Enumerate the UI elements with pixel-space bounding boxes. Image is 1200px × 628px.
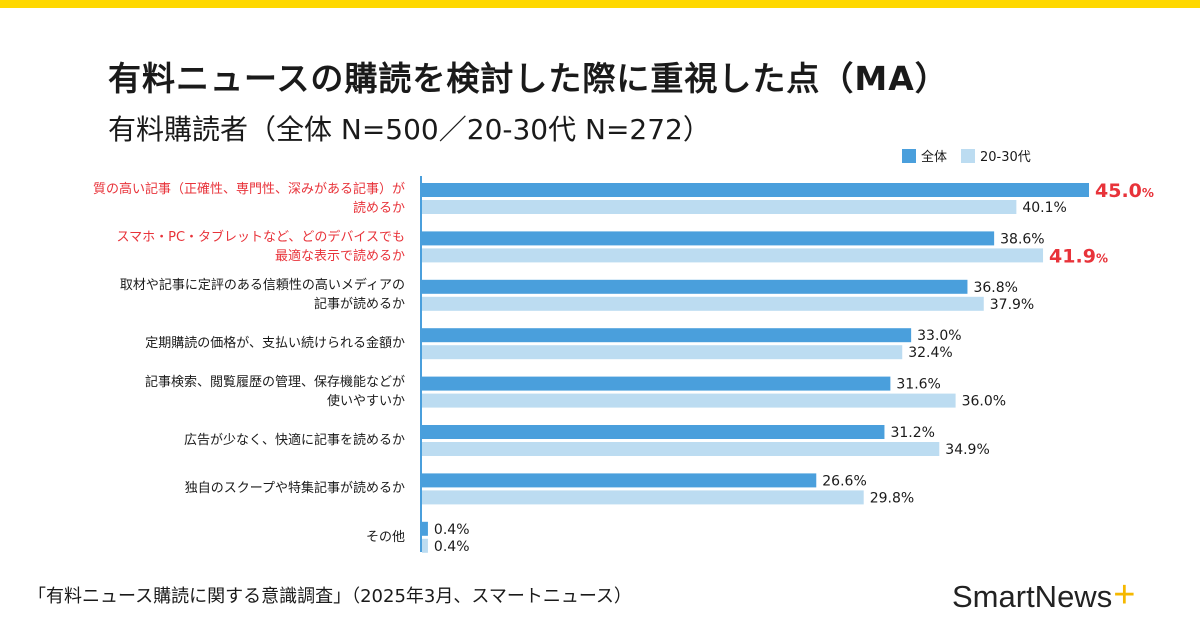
category-label: 定期購読の価格が、支払い続けられる金額か (145, 336, 405, 352)
category-label: 独自のスクープや特集記事が読めるか (184, 481, 405, 497)
bar-2030 (422, 393, 956, 408)
legend-swatch-2030 (961, 149, 976, 163)
data-label: 41.9% (1049, 245, 1108, 267)
bar-2030 (422, 248, 1044, 263)
bar-all (422, 521, 428, 536)
bar-all (422, 328, 912, 343)
legend-swatch-all (902, 149, 916, 163)
bar-all (422, 279, 968, 294)
data-label: 36.0% (962, 394, 1006, 410)
source-note: 「有料ニュース購読に関する意識調査」（2025年3月、スマートニュース） (28, 586, 632, 607)
smartnews-logo: SmartNews+ (952, 574, 1135, 617)
bar-all (422, 376, 891, 391)
page-subtitle: 有料購読者（全体 N=500／20-30代 N=272） (108, 113, 711, 146)
data-label: 31.2% (890, 425, 934, 441)
data-label: 32.4% (908, 345, 952, 361)
category-label: 記事検索、閲覧履歴の管理、保存機能などが 使いやすいか (144, 375, 405, 410)
legend: 全体 20-30代 (902, 146, 1031, 165)
bar-2030 (422, 345, 903, 360)
data-label: 0.4% (434, 522, 470, 538)
bar-2030 (422, 490, 864, 505)
bar-2030 (422, 296, 984, 311)
bar-all (422, 473, 817, 488)
category-label: 広告が少なく、快適に記事を読めるか (183, 433, 405, 448)
data-label: 26.6% (822, 473, 866, 489)
category-label: スマホ・PC・タブレットなど、どのデバイスでも 最適な表示で読めるか (116, 229, 406, 264)
data-label: 29.8% (870, 490, 914, 506)
legend-label-all: 全体 (921, 150, 948, 165)
data-label: 33.0% (917, 328, 961, 344)
bar-2030 (422, 442, 940, 456)
legend-item-2030: 20-30代 (961, 146, 1031, 165)
legend-item-all: 全体 (902, 146, 947, 165)
data-label: 37.9% (990, 297, 1034, 313)
category-label: その他 (365, 529, 405, 545)
category-label: 取材や記事に定評のある信頼性の高いメディアの 記事が読めるか (119, 278, 405, 313)
data-label: 36.8% (973, 280, 1017, 296)
data-label: 0.4% (434, 539, 470, 555)
logo-plus-icon: + (1113, 574, 1136, 616)
data-label: 38.6% (1000, 231, 1044, 247)
bar-all (422, 425, 885, 439)
data-label: 31.6% (896, 377, 940, 393)
page-title: 有料ニュースの購読を検討した際に重視した点（MA） (108, 59, 949, 98)
bar-2030 (422, 538, 428, 553)
data-label: 40.1% (1022, 200, 1066, 216)
data-label: 45.0% (1095, 180, 1154, 202)
category-label: 質の高い記事（正確性、専門性、深みがある記事）が 読めるか (92, 181, 405, 216)
bar-2030 (422, 200, 1017, 214)
data-label: 34.9% (945, 442, 989, 458)
logo-text: SmartNews (952, 579, 1113, 614)
bar-all (422, 231, 995, 246)
bar-all (422, 183, 1089, 197)
legend-label-2030: 20-30代 (980, 150, 1031, 165)
top-accent-bar (0, 0, 1200, 8)
